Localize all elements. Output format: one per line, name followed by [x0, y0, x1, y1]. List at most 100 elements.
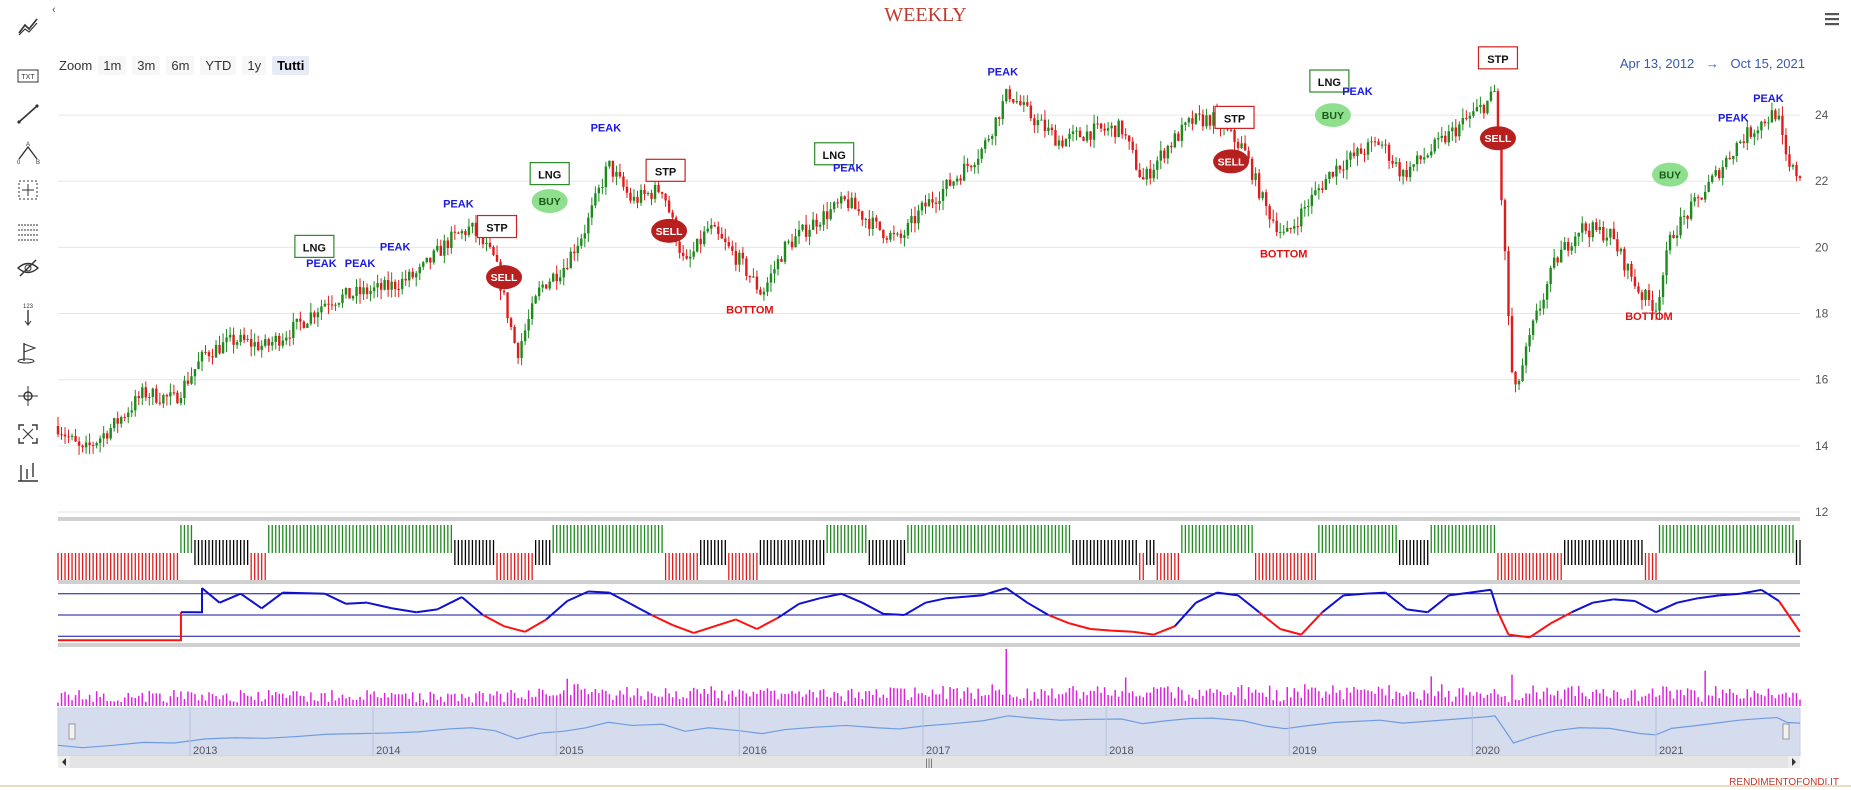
candle-body — [116, 418, 119, 424]
annotation-label: BOTTOM — [1260, 248, 1307, 260]
collapse-toolbar-icon[interactable]: ‹ — [52, 4, 56, 16]
candle-body — [1781, 115, 1784, 135]
candle-body — [688, 256, 692, 259]
oscillator-segment — [1778, 600, 1801, 633]
candle-body — [162, 394, 165, 404]
pane-divider — [58, 517, 1800, 521]
hide-annotations-icon[interactable] — [8, 248, 48, 288]
candle-body — [344, 288, 348, 295]
candle-body — [934, 202, 938, 204]
candle-body — [193, 369, 197, 377]
vertical-counter-icon[interactable]: 123 — [8, 294, 48, 334]
oscillator-segment — [1427, 594, 1450, 613]
candle-body — [1394, 162, 1398, 164]
candle-body — [854, 197, 857, 210]
candle-body — [889, 232, 892, 240]
candle-body — [130, 410, 133, 413]
oscillator-segment — [1676, 597, 1699, 604]
measure-icon[interactable] — [8, 170, 48, 210]
date-from-input[interactable]: Apr 13, 2012 — [1619, 56, 1695, 71]
oscillator-segment — [177, 612, 182, 642]
candle-body — [313, 312, 316, 318]
navigator-handle[interactable] — [1782, 723, 1790, 740]
zoom-1y-button[interactable]: 1y — [242, 55, 267, 75]
candle-body — [127, 412, 130, 418]
annotation-label: BUY — [1322, 110, 1344, 122]
line-drawing-icon[interactable] — [8, 94, 48, 134]
zoom-3m-button[interactable]: 3m — [132, 55, 161, 75]
candle-body — [924, 202, 927, 207]
zoom-change-icon[interactable] — [8, 376, 48, 416]
navigator-year-label: 2016 — [742, 745, 766, 757]
crooked-line-icon[interactable]: A 0 B — [8, 132, 48, 172]
flag-icon[interactable] — [8, 332, 48, 372]
candle-body — [341, 294, 344, 304]
candle-body — [183, 380, 186, 399]
candle-body — [801, 224, 804, 230]
candle-body — [520, 341, 523, 358]
text-annotation-icon[interactable]: TXT — [8, 56, 48, 96]
navigator-year-label: 2021 — [1659, 745, 1683, 757]
annotation-label: BUY — [539, 196, 561, 208]
candle-body — [1661, 275, 1665, 298]
fibonacci-icon[interactable] — [8, 212, 48, 252]
oscillator-segment — [925, 597, 947, 604]
candle-body — [1300, 208, 1303, 227]
zoom-all-button[interactable]: Tutti — [272, 55, 310, 75]
context-menu-icon[interactable] — [1823, 10, 1841, 28]
oscillator-segment — [1592, 598, 1615, 604]
candle-body — [383, 280, 386, 290]
candle-body — [1503, 200, 1507, 252]
candle-body — [1665, 250, 1668, 276]
annotation-peak: PEAK — [443, 199, 474, 211]
oscillator-segment — [1508, 633, 1530, 639]
candle-body — [973, 164, 976, 168]
candle-body — [70, 435, 74, 437]
oscillator-segment — [1613, 598, 1636, 602]
candle-body — [253, 342, 256, 347]
candle-body — [316, 312, 320, 318]
candle-body — [534, 296, 537, 304]
navigator-handle[interactable] — [68, 723, 76, 740]
candle-body — [601, 187, 604, 189]
oscillator-segment — [461, 596, 484, 616]
candle-body — [1286, 227, 1289, 232]
scrollbar[interactable] — [58, 756, 1800, 768]
candle-body — [169, 392, 172, 397]
date-to-input[interactable]: Oct 15, 2021 — [1730, 56, 1805, 71]
zoom-6m-button[interactable]: 6m — [166, 55, 195, 75]
type-change-icon[interactable] — [8, 452, 48, 492]
candle-body — [309, 312, 313, 324]
candle-body — [804, 224, 808, 237]
candle-body — [165, 394, 169, 397]
candle-body — [1359, 148, 1363, 154]
oscillator-segment — [798, 597, 821, 605]
candle-body — [1619, 248, 1623, 252]
candle-body — [818, 224, 822, 227]
zoom-ytd-button[interactable]: YTD — [200, 55, 237, 75]
oscillator-segment — [1571, 601, 1594, 614]
trend-bars — [57, 525, 1801, 580]
candle-body — [885, 238, 889, 240]
oscillator-segment — [1279, 628, 1302, 636]
candle-body — [1303, 207, 1306, 209]
candle-body — [379, 283, 383, 290]
candle-body — [1156, 160, 1159, 170]
candle-body — [1106, 128, 1110, 131]
annotation-sell: SELL — [1213, 149, 1250, 174]
candle-body — [516, 343, 520, 358]
annotation-label: BUY — [1659, 170, 1681, 182]
candle-body — [1556, 257, 1559, 263]
candle-body — [1686, 215, 1689, 219]
candle-body — [1363, 153, 1366, 155]
fullscreen-icon[interactable] — [8, 414, 48, 454]
indicators-icon[interactable] — [8, 6, 48, 46]
candle-body — [1398, 162, 1401, 177]
oscillator-segment — [503, 625, 526, 633]
zoom-1m-button[interactable]: 1m — [98, 55, 127, 75]
candle-body — [1552, 257, 1556, 268]
candle-body — [1342, 169, 1345, 171]
candle-body — [302, 321, 306, 328]
candle-body — [931, 199, 934, 203]
